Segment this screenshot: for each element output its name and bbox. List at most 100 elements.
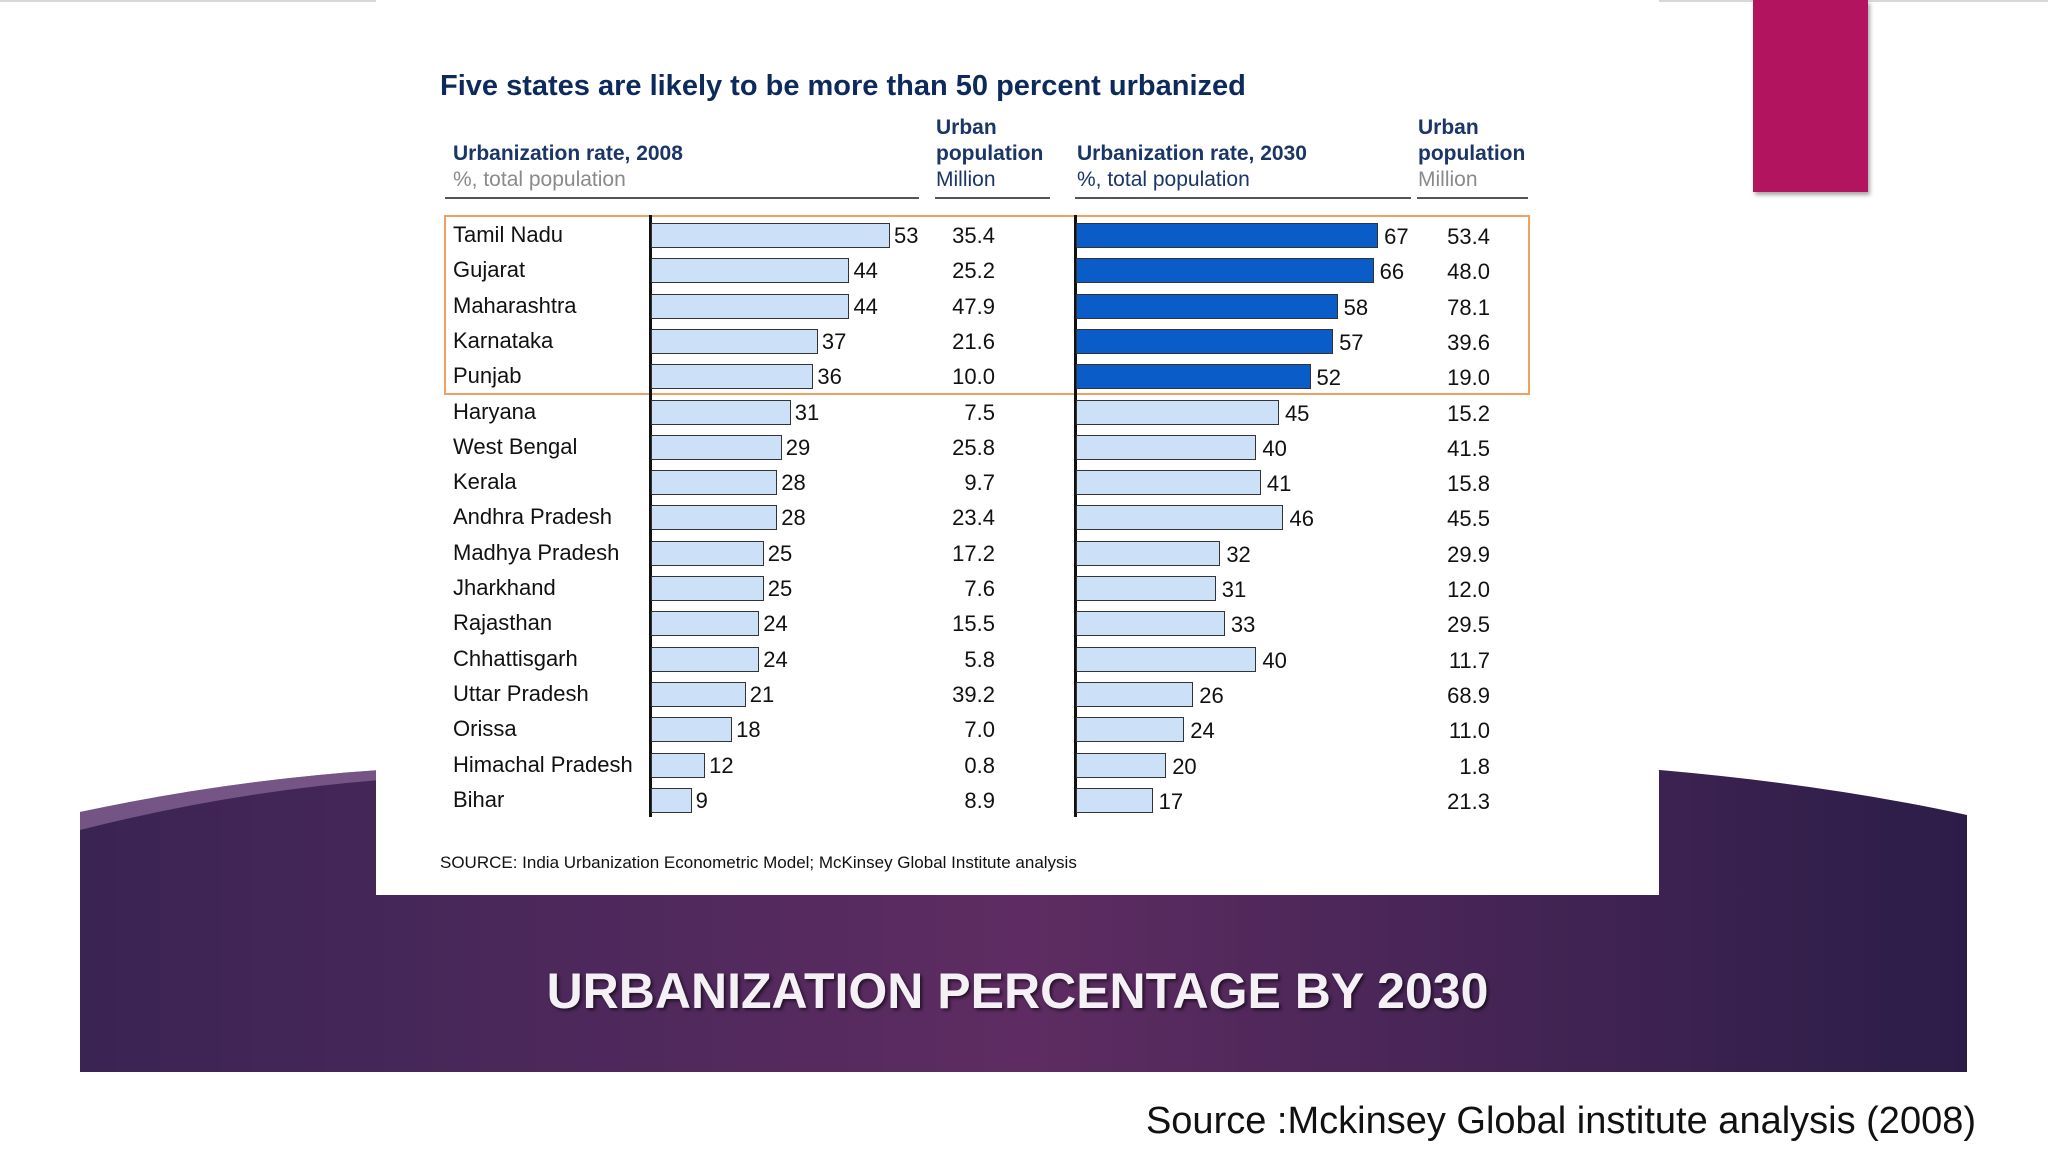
value-label-2008: 44 — [853, 258, 878, 284]
header-rate-2030-unit: %, total population — [1077, 168, 1250, 191]
bar-2008 — [651, 787, 692, 813]
state-label: Chhattisgarh — [453, 645, 578, 671]
bar-2030 — [1076, 505, 1284, 531]
value-label-2030: 52 — [1316, 365, 1341, 391]
pop-2008: 8.9 — [964, 787, 995, 813]
highlight-box — [444, 215, 1530, 395]
pop-2008: 7.6 — [964, 576, 995, 601]
bar-2030 — [1076, 576, 1216, 601]
header-rate-2008: Urbanization rate, 2008 — [453, 142, 683, 165]
value-label-2030: 17 — [1158, 788, 1184, 814]
axis-2030 — [1074, 215, 1077, 817]
pop-2030: 48.0 — [1447, 259, 1490, 285]
pop-2030: 78.1 — [1447, 294, 1490, 320]
state-label: Bihar — [453, 786, 505, 812]
bar-2008 — [651, 434, 782, 460]
bar-2008 — [651, 717, 733, 743]
pop-2008: 25.2 — [952, 258, 995, 284]
state-label: Karnataka — [453, 327, 554, 353]
bar-2030 — [1076, 258, 1374, 284]
pop-2030: 1.8 — [1459, 753, 1490, 779]
value-label-2008: 28 — [781, 470, 806, 496]
state-label: Jharkhand — [453, 575, 556, 600]
bar-2008 — [651, 611, 760, 637]
bar-2008 — [651, 364, 814, 390]
bar-2008 — [651, 470, 778, 496]
header-rate-2030: Urbanization rate, 2030 — [1077, 142, 1307, 165]
bar-2008 — [651, 399, 791, 425]
value-label-2008: 18 — [736, 717, 761, 743]
pop-2030: 29.9 — [1447, 541, 1490, 567]
bar-2030 — [1076, 787, 1153, 813]
bar-2008 — [651, 681, 746, 707]
state-label: Maharashtra — [453, 292, 577, 318]
slide-title: URBANIZATION PERCENTAGE BY 2030 — [546, 963, 1489, 1019]
value-label-2008: 21 — [749, 681, 775, 707]
value-label-2008: 24 — [763, 646, 788, 672]
header-pop-2008-line2: population — [936, 142, 1044, 165]
value-label-2030: 40 — [1262, 435, 1287, 461]
bar-2030 — [1076, 611, 1225, 637]
pop-2008: 21.6 — [952, 328, 995, 354]
bar-2008 — [651, 576, 764, 601]
state-label: Andhra Pradesh — [453, 504, 612, 530]
bar-2030 — [1076, 364, 1311, 390]
value-label-2008: 29 — [785, 434, 811, 460]
header-pop-2008-unit: Million — [936, 168, 996, 191]
value-label-2008: 25 — [767, 540, 793, 566]
header-pop-2030-line1: Urban — [1418, 116, 1479, 139]
value-label-2030: 57 — [1339, 329, 1364, 355]
bar-2030 — [1076, 399, 1279, 425]
pop-2008: 25.8 — [952, 434, 995, 460]
axis-2008 — [649, 215, 652, 817]
value-label-2030: 24 — [1190, 718, 1215, 744]
state-label: West Bengal — [453, 433, 578, 459]
bar-2030 — [1076, 328, 1334, 354]
bar-2008 — [651, 540, 764, 566]
header-underline — [445, 197, 919, 199]
pop-2030: 11.0 — [1448, 718, 1490, 744]
bar-2008 — [651, 328, 818, 354]
pop-2008: 15.5 — [952, 611, 995, 637]
value-label-2030: 58 — [1343, 294, 1369, 320]
bar-2030 — [1076, 434, 1257, 460]
header-underline — [935, 197, 1050, 199]
header-pop-2008-line1: Urban — [936, 116, 997, 139]
state-label: Madhya Pradesh — [453, 539, 620, 565]
header-rate-2008-unit: %, total population — [453, 168, 626, 191]
bar-2030 — [1076, 293, 1338, 319]
accent-block — [1753, 0, 1868, 192]
bar-2008 — [651, 293, 850, 319]
state-label: Rajasthan — [453, 610, 553, 636]
value-label-2030: 33 — [1230, 612, 1256, 638]
value-label-2008: 44 — [853, 293, 878, 319]
bar-2030 — [1076, 540, 1221, 566]
value-label-2030: 45 — [1284, 400, 1310, 426]
value-label-2030: 20 — [1172, 753, 1197, 779]
pop-2008: 9.7 — [964, 470, 995, 496]
value-label-2030: 26 — [1199, 682, 1224, 708]
value-label-2008: 12 — [709, 752, 734, 778]
bar-2008 — [651, 258, 850, 284]
pop-2030: 29.5 — [1447, 612, 1490, 638]
value-label-2030: 46 — [1289, 506, 1314, 532]
bar-2030 — [1076, 752, 1167, 778]
chart-source: SOURCE: India Urbanization Econometric M… — [440, 853, 1077, 872]
chart-title: Five states are likely to be more than 5… — [440, 70, 1246, 102]
state-label: Haryana — [453, 398, 537, 424]
value-label-2008: 53 — [894, 223, 919, 248]
pop-2030: 53.4 — [1447, 224, 1490, 249]
header-underline — [1075, 197, 1411, 199]
bar-2008 — [651, 752, 706, 778]
header-pop-2030-unit: Million — [1418, 168, 1478, 191]
pop-2030: 41.5 — [1447, 435, 1490, 461]
value-label-2030: 32 — [1226, 541, 1251, 567]
state-label: Tamil Nadu — [453, 222, 564, 247]
value-label-2008: 25 — [767, 576, 793, 601]
pop-2030: 39.6 — [1447, 329, 1490, 355]
pop-2030: 19.0 — [1447, 365, 1490, 391]
value-label-2030: 67 — [1384, 224, 1409, 249]
bar-2008 — [651, 505, 778, 531]
pop-2030: 12.0 — [1447, 577, 1490, 602]
value-label-2008: 9 — [695, 787, 708, 813]
